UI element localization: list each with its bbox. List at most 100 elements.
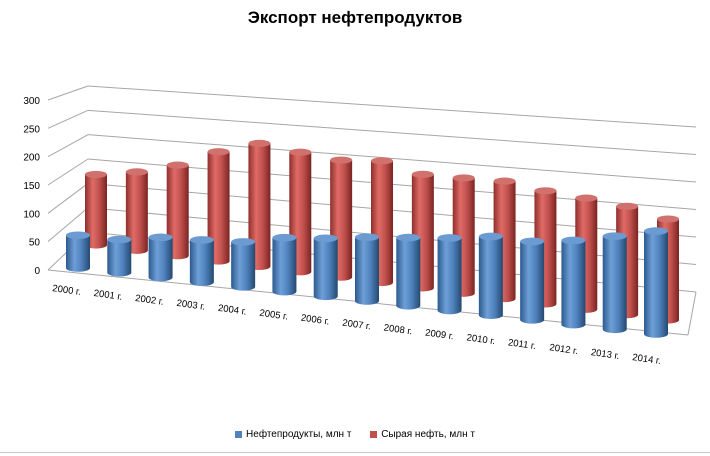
- bar-crude-14-cap: [657, 215, 679, 223]
- legend-swatch-crude: [370, 430, 378, 438]
- bar-crude-4: [248, 139, 271, 271]
- y-tick-label: 0: [34, 266, 40, 277]
- bar-crude-2: [166, 161, 189, 260]
- bar-products-10: [478, 232, 503, 319]
- legend: Нефтепродукты, млн т Сырая нефть, млн т: [0, 429, 710, 440]
- x-tick-label: 2000 г.: [52, 283, 82, 298]
- bar-products-6: [313, 234, 338, 301]
- bar-products-3-body: [189, 239, 214, 286]
- bar-products-12: [561, 236, 586, 329]
- y-tick-label: 300: [23, 96, 40, 107]
- bar-products-4-body: [231, 241, 256, 291]
- bar-products-0: [66, 231, 90, 272]
- bar-products-13-cap: [602, 232, 627, 240]
- bar-products-14: [644, 227, 668, 338]
- bottom-divider: [0, 452, 710, 453]
- bar-products-5-cap: [272, 233, 297, 242]
- bar-products-11-cap: [520, 237, 545, 246]
- bar-crude-9-cap: [452, 174, 475, 182]
- y-tick-label: 50: [29, 238, 41, 249]
- bar-products-7-cap: [355, 233, 379, 241]
- bar-products-13-body: [602, 236, 627, 334]
- chart-title: Экспорт нефтепродуктов: [247, 8, 463, 27]
- bar-products-3-cap: [189, 236, 214, 244]
- y-tick-label: 150: [23, 181, 40, 192]
- bar-products-11-body: [520, 241, 545, 324]
- bar-products-6-body: [313, 238, 338, 301]
- gridline-side-150: [47, 158, 89, 186]
- bar-products-8-cap: [396, 233, 421, 242]
- x-tick-label: 2012 г.: [549, 342, 579, 357]
- bar-crude-0-body: [85, 174, 107, 249]
- bar-products-10-cap: [478, 232, 503, 241]
- bar-products-14-body: [644, 231, 668, 338]
- bar-products-1: [107, 235, 132, 277]
- gridline-side-200: [47, 134, 89, 158]
- bar-crude-4-cap: [248, 139, 271, 147]
- gridline-side-100: [47, 182, 89, 214]
- legend-item-products: Нефтепродукты, млн т: [235, 429, 351, 440]
- bar-products-7-body: [355, 237, 379, 305]
- bar-crude-1-cap: [125, 168, 148, 176]
- bar-products-10-body: [478, 236, 503, 319]
- y-axis-ticks: 0 50 100 150 200 250 300: [23, 96, 40, 277]
- bar-products-14-cap: [644, 227, 668, 235]
- bar-products-2: [148, 233, 173, 282]
- legend-swatch-products: [235, 430, 243, 438]
- y-tick-label: 250: [23, 124, 40, 135]
- bar-products-3: [189, 236, 214, 286]
- bar-products-5: [272, 233, 297, 296]
- bar-products-2-cap: [148, 233, 173, 242]
- x-tick-label: 2013 г.: [590, 347, 620, 362]
- x-tick-label: 2003 г.: [176, 298, 206, 313]
- x-tick-label: 2014 г.: [632, 352, 662, 367]
- gridline-side-50: [47, 207, 89, 243]
- legend-item-crude: Сырая нефть, млн т: [370, 429, 475, 440]
- bar-crude-3: [207, 148, 230, 265]
- bar-crude-8-cap: [411, 170, 434, 178]
- bar-crude-6-cap: [330, 156, 353, 164]
- x-tick-label: 2005 г.: [259, 308, 289, 323]
- bar-crude-0: [85, 170, 107, 249]
- series-back: [85, 139, 679, 324]
- legend-label-crude: Сырая нефть, млн т: [381, 429, 475, 440]
- bar-products-0-body: [66, 235, 90, 272]
- bar-products-12-body: [561, 240, 586, 329]
- bar-products-8: [396, 233, 421, 310]
- x-tick-label: 2006 г.: [300, 313, 330, 328]
- bar-products-9-cap: [437, 234, 462, 242]
- bar-crude-3-cap: [207, 148, 230, 156]
- bar-crude-7-cap: [371, 157, 393, 165]
- bar-crude-10-cap: [493, 177, 516, 185]
- bar-crude-12-cap: [575, 194, 598, 202]
- bar-products-0-cap: [66, 231, 90, 240]
- x-axis-ticks: 2000 г. 2001 г. 2002 г. 2003 г. 2004 г. 2005 …: [52, 283, 662, 367]
- series-front: [66, 227, 668, 338]
- bar-products-11: [520, 237, 545, 324]
- bar-products-9: [437, 234, 462, 315]
- gridline-back-300: [87, 85, 697, 128]
- legend-label-products: Нефтепродукты, млн т: [246, 429, 352, 440]
- y-tick-label: 200: [23, 153, 40, 164]
- bar-products-1-body: [107, 239, 132, 277]
- x-tick-label: 2009 г.: [424, 327, 454, 342]
- floor-right-edge: [687, 291, 697, 336]
- x-tick-label: 2002 г.: [134, 293, 164, 308]
- bar-crude-2-cap: [166, 161, 189, 169]
- x-tick-label: 2001 г.: [93, 288, 123, 303]
- gridline-side-300: [47, 85, 89, 101]
- bar-products-5-body: [272, 237, 297, 296]
- bar-products-4-cap: [231, 238, 256, 246]
- x-tick-label: 2010 г.: [466, 332, 496, 347]
- bar-products-2-body: [148, 237, 173, 282]
- gridline-side-250: [47, 109, 89, 129]
- bar-products-8-body: [396, 237, 421, 310]
- bar-products-13: [602, 232, 627, 334]
- bar-crude-13-cap: [616, 202, 639, 210]
- bar-products-7: [355, 233, 379, 305]
- bar-products-9-body: [437, 237, 462, 315]
- bar-crude-1: [125, 168, 148, 254]
- y-tick-label: 100: [23, 209, 40, 220]
- bar-crude-3-body: [207, 151, 230, 265]
